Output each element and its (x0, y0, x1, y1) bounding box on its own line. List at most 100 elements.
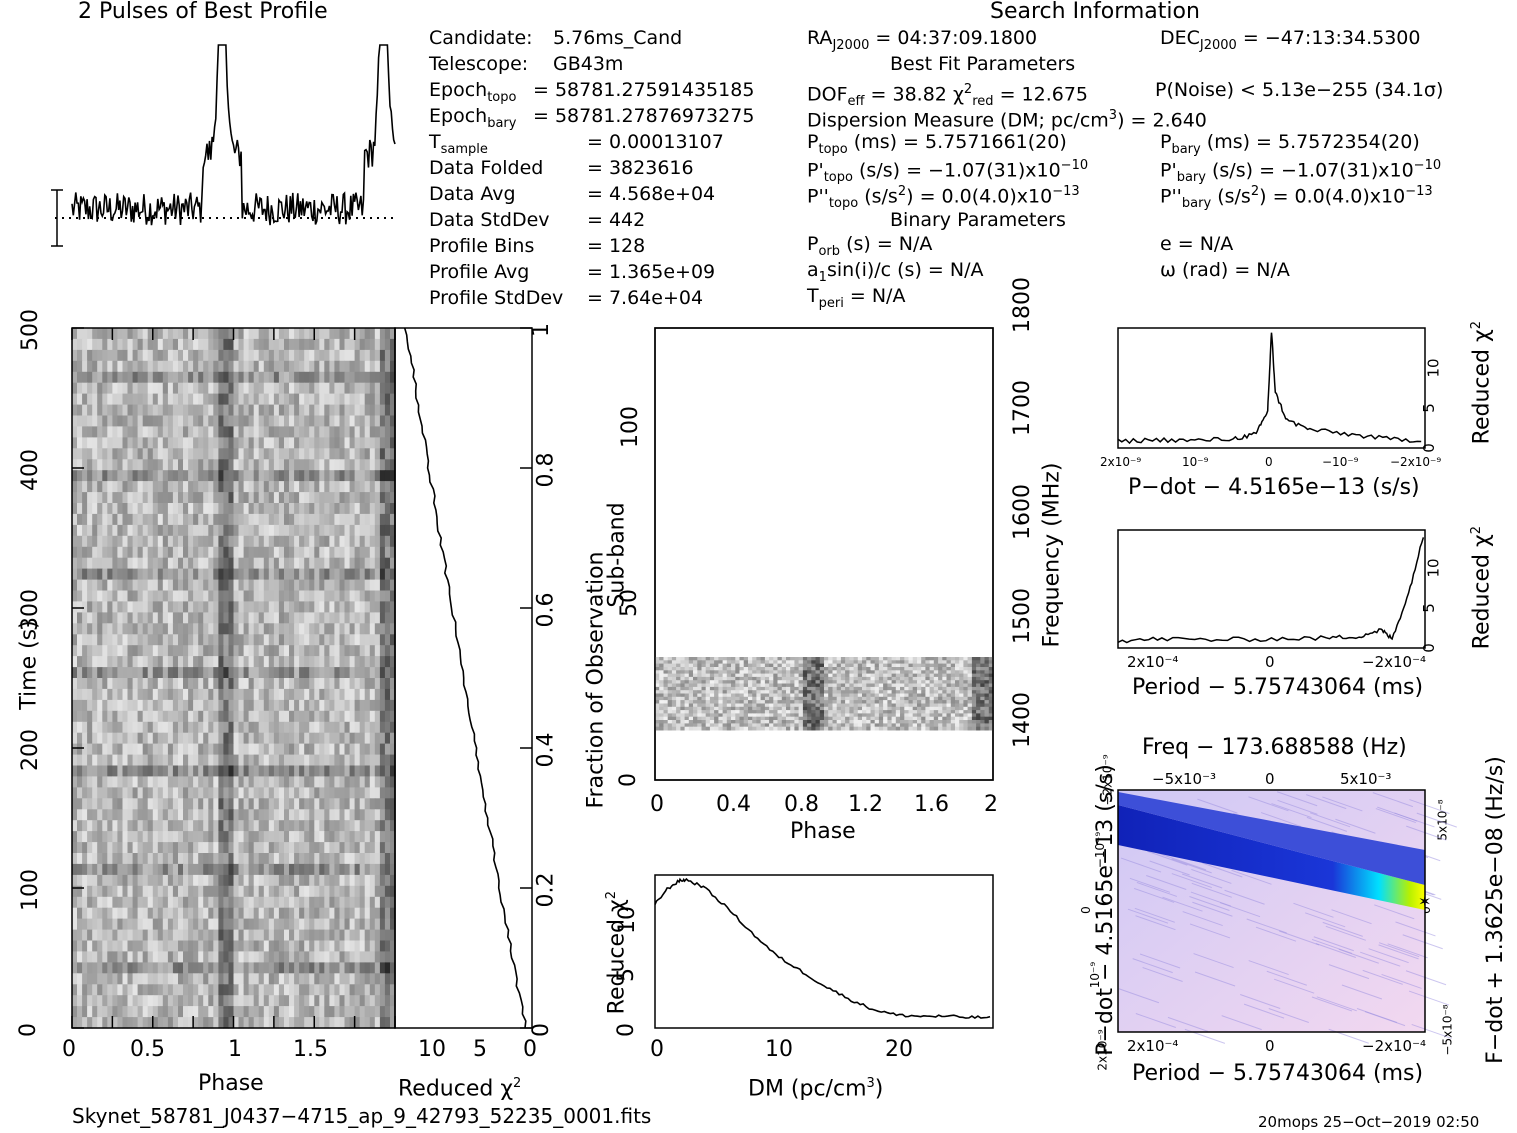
subband-pixel (819, 676, 825, 681)
time-phase-pixel (137, 404, 144, 417)
time-phase-pixel (284, 338, 290, 351)
subband-pixel (676, 670, 681, 675)
time-phase-pixel (127, 853, 134, 865)
time-phase-pixel (233, 546, 240, 559)
time-phase-pixel (203, 404, 209, 417)
time-phase-pixel (289, 612, 295, 624)
time-phase-pixel (157, 612, 164, 624)
time-phase-pixel (183, 754, 189, 767)
time-phase-pixel (127, 535, 134, 548)
subband-pixel (857, 663, 863, 668)
time-phase-pixel (243, 743, 250, 756)
time-phase-pixel (147, 678, 154, 690)
time-phase-pixel (248, 459, 255, 471)
time-phase-pixel (183, 503, 189, 515)
time-phase-pixel (354, 984, 361, 996)
time-phase-pixel (238, 360, 245, 373)
time-phase-pixel (324, 415, 330, 427)
subband-pixel (731, 670, 736, 675)
time-phase-pixel (228, 896, 235, 909)
time-phase-pixel (369, 513, 376, 526)
time-phase-pixel (253, 688, 260, 701)
time-phase-pixel (278, 885, 285, 898)
time-phase-pixel (263, 863, 270, 876)
time-phase-pixel (142, 448, 149, 460)
time-phase-pixel (233, 907, 240, 920)
time-phase-pixel (359, 787, 366, 799)
time-phase-pixel (238, 481, 245, 493)
time-phase-pixel (72, 546, 78, 559)
subband-pixel (760, 667, 766, 671)
time-phase-pixel (183, 349, 189, 362)
time-phase-pixel (198, 557, 204, 570)
time-phase-pixel (223, 678, 229, 690)
time-phase-pixel (243, 809, 250, 821)
time-phase-pixel (87, 688, 93, 701)
time-phase-pixel (203, 984, 209, 996)
tick-label: 0 (1265, 455, 1273, 469)
time-phase-pixel (253, 863, 260, 876)
time-phase-pixel (157, 765, 164, 777)
time-phase-pixel (107, 546, 113, 559)
time-phase-pixel (137, 754, 144, 767)
time-phase-pixel (268, 601, 275, 613)
time-phase-pixel (107, 688, 113, 701)
time-phase-pixel (87, 568, 93, 581)
time-phase-pixel (142, 535, 149, 548)
subband-pixel (853, 680, 859, 684)
time-phase-pixel (223, 842, 229, 854)
time-phase-pixel (223, 656, 229, 668)
subband-pixel (874, 670, 880, 675)
time-phase-pixel (379, 524, 386, 537)
time-phase-pixel (198, 338, 204, 351)
time-phase-pixel (253, 896, 260, 909)
time-phase-pixel (354, 688, 361, 701)
time-phase-pixel (324, 929, 330, 942)
time-phase-pixel (117, 1006, 123, 1018)
time-phase-pixel (167, 863, 174, 876)
time-phase-pixel (152, 459, 159, 471)
time-phase-pixel (147, 918, 154, 931)
time-phase-pixel (233, 710, 240, 723)
time-phase-pixel (344, 338, 351, 351)
subband-pixel (693, 683, 698, 688)
time-phase-pixel (172, 360, 179, 373)
time-phase-pixel (77, 951, 83, 963)
time-phase-pixel (369, 546, 376, 559)
time-phase-pixel (268, 732, 275, 745)
time-phase-pixel (193, 885, 199, 898)
subband-pixel (735, 680, 740, 684)
time-phase-pixel (314, 918, 320, 931)
subband-pixel (832, 680, 838, 684)
time-phase-pixel (77, 853, 83, 865)
time-phase-pixel (137, 382, 144, 395)
time-phase-pixel (238, 699, 245, 712)
time-phase-pixel (188, 853, 194, 865)
time-phase-pixel (349, 1017, 356, 1029)
time-phase-pixel (107, 1006, 113, 1018)
subband-pixel (824, 660, 829, 665)
time-phase-pixel (157, 481, 164, 493)
time-phase-pixel (238, 765, 245, 777)
time-phase-pixel (203, 874, 209, 887)
time-phase-pixel (107, 809, 113, 821)
time-phase-pixel (374, 688, 381, 701)
subband-pixel (777, 657, 783, 661)
subband-pixel (659, 683, 664, 688)
time-phase-pixel (198, 678, 204, 690)
time-phase-pixel (172, 721, 179, 734)
time-phase-pixel (324, 470, 330, 482)
time-phase-pixel (294, 601, 300, 613)
time-phase-pixel (142, 546, 149, 559)
time-phase-pixel (188, 448, 194, 460)
time-phase-pixel (364, 863, 371, 876)
subband-pixel (895, 663, 901, 668)
time-phase-pixel (304, 492, 310, 504)
time-phase-pixel (208, 678, 214, 690)
time-phase-pixel (374, 481, 381, 493)
time-phase-pixel (304, 371, 310, 384)
time-phase-pixel (112, 382, 118, 395)
time-phase-pixel (208, 328, 214, 340)
time-phase-pixel (304, 535, 310, 548)
subband-pixel (815, 657, 821, 661)
